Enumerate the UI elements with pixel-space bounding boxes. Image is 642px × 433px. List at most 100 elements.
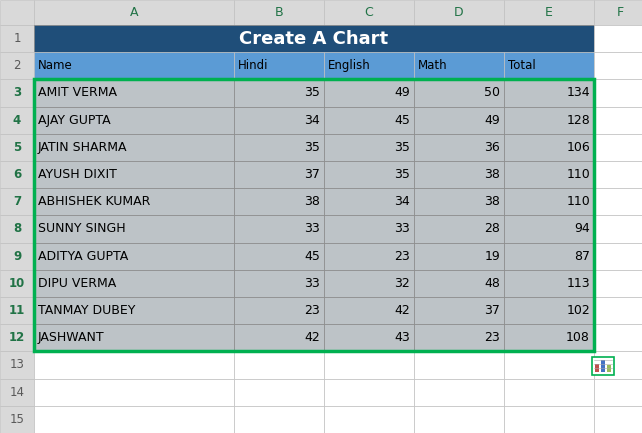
Bar bbox=[234, 352, 324, 378]
Bar bbox=[594, 79, 642, 107]
Text: 128: 128 bbox=[566, 114, 590, 127]
Text: 5: 5 bbox=[13, 141, 21, 154]
Bar bbox=[504, 406, 594, 433]
Text: E: E bbox=[545, 6, 553, 19]
Text: 42: 42 bbox=[304, 331, 320, 344]
Bar bbox=[414, 242, 504, 270]
Bar bbox=[0, 297, 34, 324]
Text: 50: 50 bbox=[484, 87, 500, 100]
Bar bbox=[414, 378, 504, 406]
Text: 2: 2 bbox=[13, 59, 21, 72]
Bar bbox=[504, 188, 594, 215]
Bar bbox=[594, 324, 642, 352]
Text: 33: 33 bbox=[304, 277, 320, 290]
Bar bbox=[504, 297, 594, 324]
Bar bbox=[324, 324, 414, 352]
Text: 14: 14 bbox=[10, 386, 24, 399]
Bar bbox=[324, 0, 414, 25]
Bar bbox=[0, 270, 34, 297]
Text: 13: 13 bbox=[10, 359, 24, 372]
Text: Create A Chart: Create A Chart bbox=[239, 29, 388, 48]
Bar bbox=[0, 188, 34, 215]
Bar bbox=[34, 134, 234, 161]
Text: AJAY GUPTA: AJAY GUPTA bbox=[38, 114, 110, 127]
Text: 8: 8 bbox=[13, 223, 21, 236]
Bar bbox=[34, 215, 234, 242]
Text: 6: 6 bbox=[13, 168, 21, 181]
Bar bbox=[594, 161, 642, 188]
Bar bbox=[234, 161, 324, 188]
Bar bbox=[34, 0, 234, 25]
Bar bbox=[324, 270, 414, 297]
Bar bbox=[594, 352, 642, 378]
Bar bbox=[324, 406, 414, 433]
Bar bbox=[414, 297, 504, 324]
Bar bbox=[594, 242, 642, 270]
Text: 45: 45 bbox=[304, 250, 320, 263]
Bar bbox=[234, 378, 324, 406]
Bar bbox=[34, 79, 234, 107]
Text: B: B bbox=[275, 6, 283, 19]
Text: 43: 43 bbox=[394, 331, 410, 344]
Bar bbox=[234, 79, 324, 107]
Text: 38: 38 bbox=[484, 168, 500, 181]
Text: 35: 35 bbox=[394, 168, 410, 181]
Text: ADITYA GUPTA: ADITYA GUPTA bbox=[38, 250, 128, 263]
Bar bbox=[324, 242, 414, 270]
Text: 134: 134 bbox=[566, 87, 590, 100]
Bar bbox=[0, 324, 34, 352]
Bar bbox=[607, 365, 611, 372]
Text: JASHWANT: JASHWANT bbox=[38, 331, 105, 344]
Bar bbox=[414, 52, 504, 79]
Text: 94: 94 bbox=[574, 223, 590, 236]
Bar bbox=[34, 79, 594, 352]
Bar bbox=[0, 242, 34, 270]
Text: 15: 15 bbox=[10, 413, 24, 426]
Text: AYUSH DIXIT: AYUSH DIXIT bbox=[38, 168, 117, 181]
Text: 28: 28 bbox=[484, 223, 500, 236]
Text: 45: 45 bbox=[394, 114, 410, 127]
Bar bbox=[504, 107, 594, 134]
Bar bbox=[34, 270, 234, 297]
Bar bbox=[234, 242, 324, 270]
Bar bbox=[34, 107, 234, 134]
Bar bbox=[0, 79, 34, 107]
Bar bbox=[234, 215, 324, 242]
Bar bbox=[34, 324, 234, 352]
Text: A: A bbox=[130, 6, 138, 19]
Bar bbox=[234, 297, 324, 324]
Bar bbox=[234, 134, 324, 161]
Text: 38: 38 bbox=[304, 195, 320, 208]
Bar bbox=[324, 52, 414, 79]
Text: 10: 10 bbox=[9, 277, 25, 290]
Text: 108: 108 bbox=[566, 331, 590, 344]
Text: 34: 34 bbox=[394, 195, 410, 208]
Text: 33: 33 bbox=[394, 223, 410, 236]
Bar bbox=[34, 378, 234, 406]
Bar bbox=[414, 161, 504, 188]
Bar bbox=[324, 161, 414, 188]
Text: Total: Total bbox=[508, 59, 536, 72]
Text: 110: 110 bbox=[566, 195, 590, 208]
Bar bbox=[504, 324, 594, 352]
Text: English: English bbox=[328, 59, 370, 72]
Bar bbox=[34, 406, 234, 433]
Bar bbox=[594, 134, 642, 161]
Text: 36: 36 bbox=[484, 141, 500, 154]
Bar bbox=[234, 188, 324, 215]
Text: 12: 12 bbox=[9, 331, 25, 344]
Text: Name: Name bbox=[38, 59, 73, 72]
Bar bbox=[504, 52, 594, 79]
Text: C: C bbox=[365, 6, 374, 19]
Text: TANMAY DUBEY: TANMAY DUBEY bbox=[38, 304, 135, 317]
Bar bbox=[504, 215, 594, 242]
Bar bbox=[34, 188, 234, 215]
Bar bbox=[234, 0, 324, 25]
Text: ABHISHEK KUMAR: ABHISHEK KUMAR bbox=[38, 195, 150, 208]
Bar bbox=[234, 52, 324, 79]
Bar bbox=[414, 352, 504, 378]
Text: Math: Math bbox=[418, 59, 447, 72]
Bar bbox=[34, 25, 594, 52]
Bar bbox=[0, 352, 34, 378]
Text: 42: 42 bbox=[394, 304, 410, 317]
